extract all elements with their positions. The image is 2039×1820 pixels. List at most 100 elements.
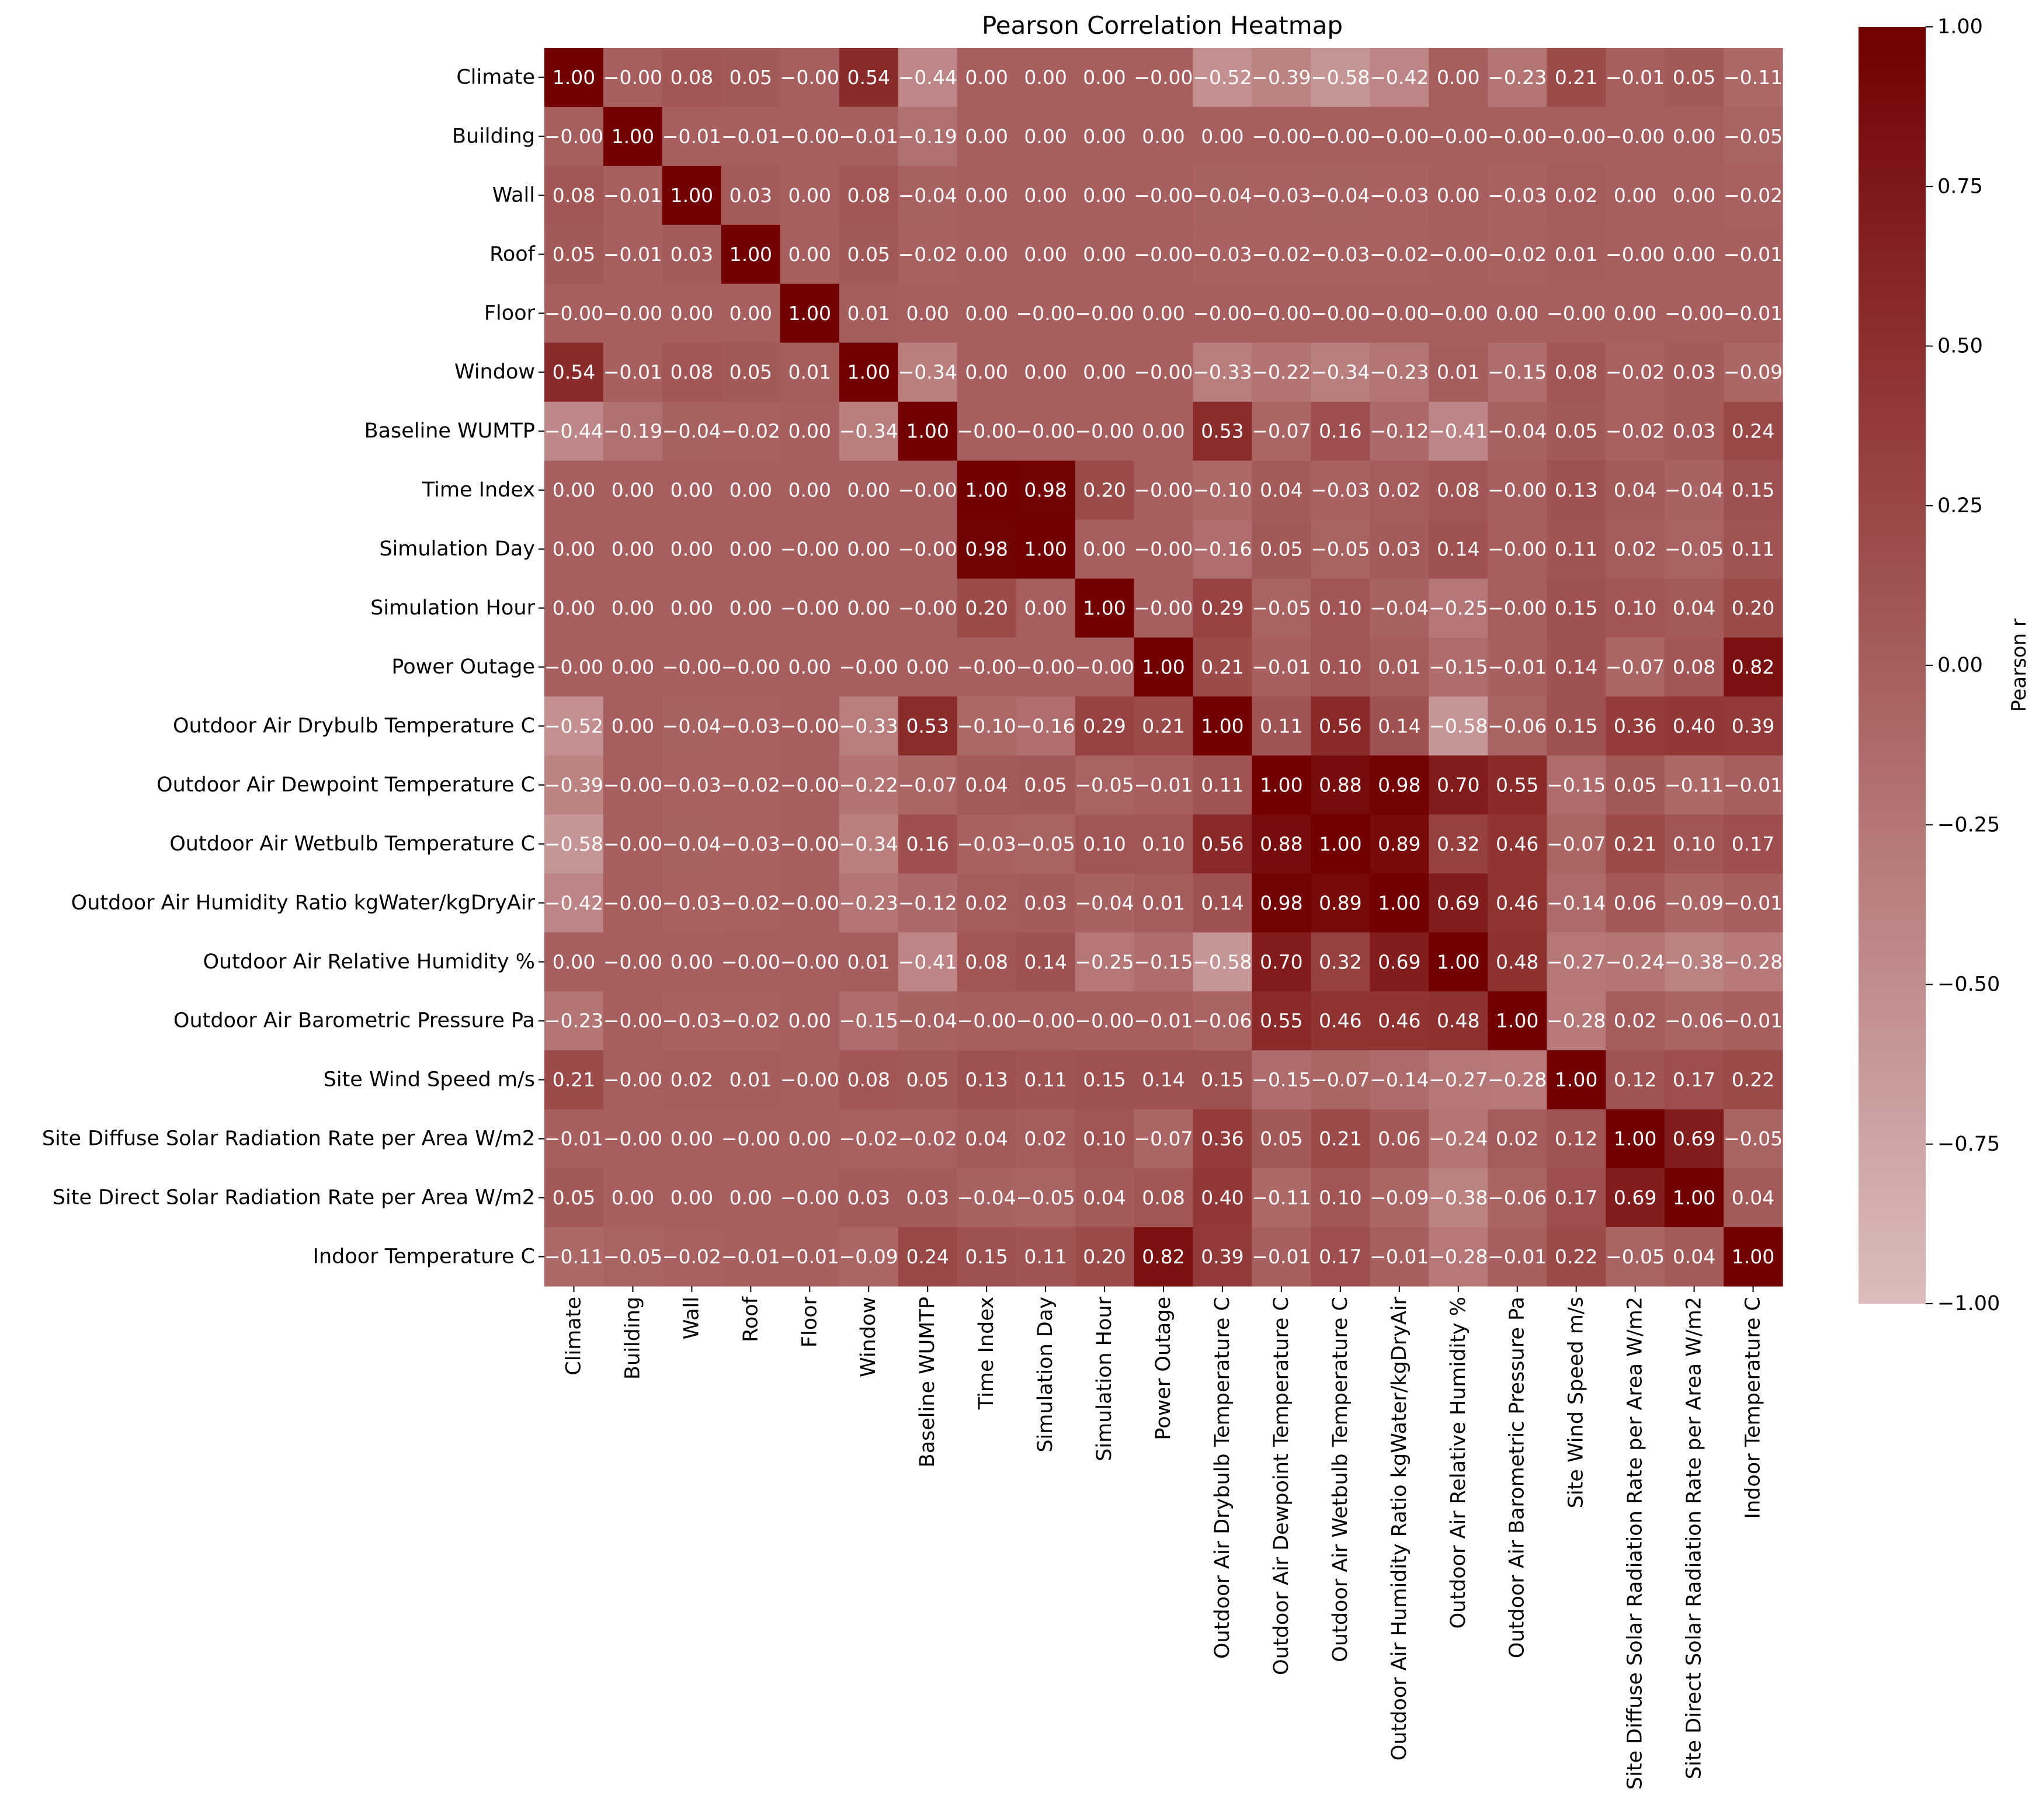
heatmap-cell: [1075, 1109, 1135, 1169]
heatmap-cell: [544, 1227, 604, 1287]
heatmap-cell-label: −0.06: [1193, 1009, 1252, 1032]
heatmap-cell-label: 0.13: [1555, 479, 1597, 502]
heatmap-cell: [1370, 1050, 1429, 1110]
heatmap-cell: [1547, 1109, 1606, 1169]
heatmap-cell: [839, 48, 899, 107]
heatmap-cell: [839, 932, 899, 992]
heatmap-cell: [1665, 342, 1724, 402]
heatmap-cell: [603, 106, 663, 166]
heatmap-cell: [721, 48, 781, 107]
heatmap-cell: [1547, 755, 1606, 815]
heatmap-cell: [898, 401, 958, 461]
y-axis-tick-label: Outdoor Air Humidity Ratio kgWater/kgDry…: [71, 891, 536, 915]
heatmap-cell-label: −0.00: [721, 1127, 780, 1150]
heatmap-cell: [544, 578, 604, 638]
heatmap-cell-label: −0.01: [1724, 891, 1783, 914]
heatmap-cell: [544, 48, 604, 107]
heatmap-cell: [1134, 106, 1194, 166]
heatmap-cell: [721, 873, 781, 933]
heatmap-cell-label: 0.02: [1614, 538, 1656, 561]
heatmap-cell: [1370, 519, 1429, 579]
heatmap-cell-label: 0.11: [1555, 538, 1597, 561]
heatmap-cell: [898, 519, 958, 579]
heatmap-cell-label: 0.20: [1083, 1245, 1126, 1268]
heatmap-cell: [1252, 991, 1311, 1051]
heatmap-cell-label: −0.00: [1429, 243, 1488, 266]
heatmap-cell: [1547, 932, 1606, 992]
heatmap-cell-label: −0.05: [603, 1245, 662, 1268]
heatmap-cell-label: 0.00: [612, 538, 654, 561]
heatmap-cell-label: −0.06: [1488, 714, 1547, 737]
heatmap-cell-label: −0.07: [1547, 832, 1606, 855]
heatmap-cell: [1724, 932, 1783, 992]
heatmap-cell-label: 0.54: [553, 361, 595, 384]
heatmap-cell-label: 0.00: [1673, 184, 1715, 207]
heatmap-cell-label: −0.15: [1547, 773, 1606, 796]
y-axis-tick-label: Site Wind Speed m/s: [324, 1068, 535, 1092]
heatmap-cell: [1370, 991, 1429, 1051]
heatmap-cell-label: −0.00: [1311, 302, 1370, 325]
heatmap-cell: [1193, 48, 1253, 107]
heatmap-cell-label: 0.00: [612, 656, 654, 679]
heatmap-cell-label: −0.15: [1134, 950, 1193, 973]
heatmap-cell-label: 0.11: [1024, 1068, 1067, 1091]
heatmap-cell: [1193, 460, 1253, 520]
heatmap-cell-label: 0.89: [1319, 891, 1361, 914]
heatmap-cell: [603, 519, 663, 579]
heatmap-cell-label: 0.03: [730, 184, 772, 207]
heatmap-cell: [1724, 1050, 1783, 1110]
heatmap-cell: [1075, 283, 1135, 343]
heatmap-cell-label: 0.00: [965, 361, 1008, 384]
heatmap-cell: [780, 1050, 840, 1110]
heatmap-cell-label: 0.02: [1378, 479, 1420, 502]
heatmap-cell: [544, 283, 604, 343]
x-axis-tick-label: Roof: [739, 1296, 762, 1342]
heatmap-cell: [1488, 106, 1547, 166]
heatmap-cell: [1370, 932, 1429, 992]
heatmap-cell: [1488, 48, 1547, 107]
heatmap-cell: [1429, 873, 1488, 933]
heatmap-cell: [780, 106, 840, 166]
heatmap-cell-label: 0.56: [1201, 832, 1243, 855]
heatmap-cell-label: 0.00: [671, 950, 713, 973]
y-axis-tick-label: Time Index: [422, 478, 535, 502]
heatmap-cell: [1252, 48, 1311, 107]
heatmap-cell: [544, 1168, 604, 1228]
heatmap-cell-label: −0.00: [603, 891, 662, 914]
heatmap-cell: [1016, 283, 1076, 343]
heatmap-cell: [544, 224, 604, 284]
heatmap-cell: [721, 401, 781, 461]
heatmap-cell: [603, 165, 663, 225]
heatmap-cell-label: 0.02: [1555, 184, 1597, 207]
y-axis-tick-label: Outdoor Air Barometric Pressure Pa: [173, 1009, 535, 1033]
heatmap-cell-label: 0.10: [1319, 1186, 1361, 1209]
heatmap-cell: [898, 283, 958, 343]
heatmap-cell: [1016, 696, 1076, 756]
heatmap-cell-label: −0.01: [1134, 773, 1193, 796]
heatmap-cell: [721, 1227, 781, 1287]
heatmap-cell-label: 0.20: [1083, 479, 1126, 502]
heatmap-cell: [1488, 283, 1547, 343]
heatmap-cell-label: 0.00: [1142, 125, 1185, 148]
heatmap-cell-label: −0.11: [1724, 66, 1783, 89]
heatmap-cell: [898, 1168, 958, 1228]
heatmap-cell: [1016, 106, 1076, 166]
heatmap-cell-label: 0.17: [1673, 1068, 1715, 1091]
heatmap-cell-label: 0.98: [1378, 773, 1420, 796]
heatmap-cell: [1547, 1168, 1606, 1228]
heatmap-cell: [1193, 1109, 1253, 1169]
heatmap-cell-label: −0.02: [1606, 361, 1665, 384]
heatmap-cell: [662, 106, 722, 166]
heatmap-cell-label: −0.00: [1488, 479, 1547, 502]
y-axis-tick-label: Outdoor Air Relative Humidity %: [203, 950, 535, 974]
heatmap-cell-label: −0.16: [1193, 538, 1252, 561]
heatmap-cell: [1311, 1050, 1370, 1110]
y-axis-tick-label: Building: [452, 124, 535, 148]
heatmap-cell-label: −0.02: [1370, 243, 1429, 266]
heatmap-cell-label: 0.21: [1201, 656, 1243, 679]
heatmap-cell-label: −0.04: [1193, 184, 1252, 207]
colorbar: −1.00 −0.75 −0.50 −0.25 0.00 0.25 0.50 0.75 1.00…: [1859, 15, 2031, 1315]
heatmap-cell: [1075, 991, 1135, 1051]
y-axis-tick-label: Site Diffuse Solar Radiation Rate per Ar…: [42, 1127, 535, 1151]
heatmap-cell: [1252, 519, 1311, 579]
